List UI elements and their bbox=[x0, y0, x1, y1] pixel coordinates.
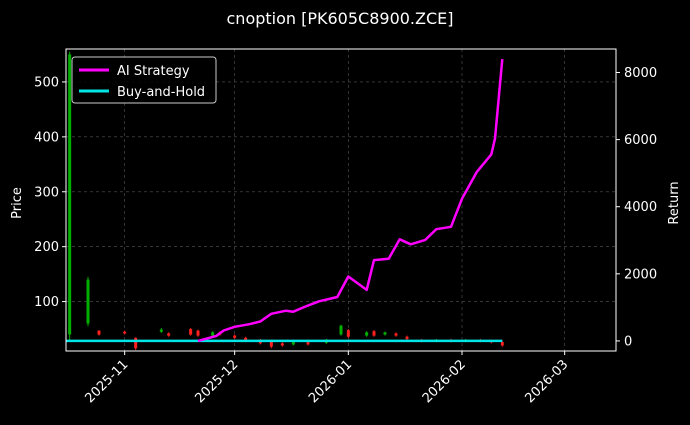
right-tick-label: 0 bbox=[624, 334, 632, 349]
candle-body bbox=[167, 333, 171, 336]
candle-body bbox=[233, 335, 237, 338]
right-tick-label: 4000 bbox=[624, 200, 657, 215]
candle-body bbox=[372, 331, 376, 336]
candle-body bbox=[500, 342, 504, 346]
candle-body bbox=[280, 343, 284, 346]
candle-body bbox=[394, 333, 398, 336]
ai-strategy-line bbox=[197, 58, 504, 343]
candle-body bbox=[291, 342, 295, 345]
left-tick-label: 200 bbox=[34, 240, 59, 255]
candle-body bbox=[97, 330, 101, 335]
candle-body bbox=[134, 337, 138, 349]
candle-body bbox=[365, 332, 369, 336]
candle-body bbox=[123, 331, 127, 334]
left-tick-label: 500 bbox=[34, 75, 59, 90]
left-tick-label: 300 bbox=[34, 185, 59, 200]
chart-title: cnoption [PK605C8900.ZCE] bbox=[227, 9, 454, 28]
candle-body bbox=[159, 329, 163, 332]
candlestick-layer bbox=[68, 51, 504, 350]
candle-body bbox=[346, 330, 350, 337]
right-axis: 0 2000 4000 6000 8000 bbox=[616, 66, 657, 349]
right-tick-label: 2000 bbox=[624, 267, 657, 282]
candle-body bbox=[196, 330, 200, 336]
candle-body bbox=[306, 342, 310, 345]
left-tick-label: 400 bbox=[34, 130, 59, 145]
right-tick-label: 6000 bbox=[624, 133, 657, 148]
left-tick-label: 100 bbox=[34, 295, 59, 310]
legend-label-buy-and-hold: Buy-and-Hold bbox=[117, 85, 205, 100]
candle-body bbox=[189, 329, 193, 335]
candle-body bbox=[339, 325, 343, 335]
plot-frame bbox=[65, 48, 617, 352]
candle-body bbox=[405, 336, 409, 339]
y-axis-label-right: Return bbox=[667, 181, 682, 224]
candle-body bbox=[383, 332, 387, 335]
right-tick-label: 8000 bbox=[624, 66, 657, 81]
candle-body bbox=[269, 341, 273, 347]
legend-label-ai-strategy: AI Strategy bbox=[117, 64, 190, 79]
legend: AI Strategy Buy-and-Hold bbox=[71, 56, 217, 104]
y-axis-label-left: Price bbox=[10, 187, 25, 219]
candle-body bbox=[86, 279, 90, 324]
candle-body bbox=[68, 54, 72, 335]
candle-body bbox=[244, 337, 248, 341]
left-axis: 100 200 300 400 500 bbox=[34, 75, 66, 310]
candle-body bbox=[211, 332, 215, 336]
series-layer bbox=[66, 58, 504, 343]
